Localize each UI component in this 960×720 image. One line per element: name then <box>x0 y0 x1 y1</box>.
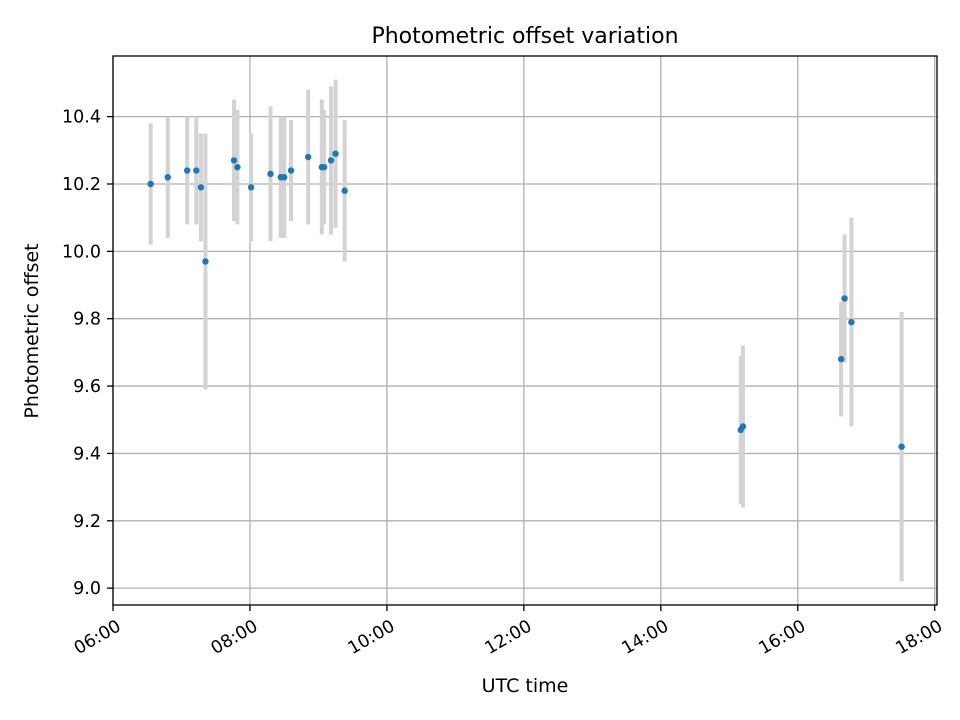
grid-lines <box>112 56 937 605</box>
data-point <box>267 170 274 178</box>
data-point <box>327 157 335 164</box>
data-point <box>247 184 255 191</box>
data-point <box>197 184 205 191</box>
data-point <box>837 355 845 363</box>
data-point <box>164 174 171 181</box>
data-point <box>147 180 154 188</box>
data-point <box>193 167 200 174</box>
data-point <box>841 295 848 302</box>
y-axis-label: Photometric offset <box>21 243 43 418</box>
y-tick-label: 9.6 <box>73 377 101 397</box>
plot-frame <box>112 55 938 606</box>
y-tick-label: 9.0 <box>73 579 101 599</box>
data-point <box>320 163 328 171</box>
data-point <box>332 150 339 157</box>
y-tick-label: 9.8 <box>73 310 101 330</box>
data-point <box>202 258 209 265</box>
data-point <box>898 443 905 450</box>
y-tick-label: 9.4 <box>73 444 101 464</box>
data-point <box>739 423 747 430</box>
data-point <box>230 157 238 164</box>
data-point <box>287 167 295 174</box>
data-point <box>341 187 348 194</box>
x-axis-label: UTC time <box>482 675 569 697</box>
chart-title: Photometric offset variation <box>371 24 678 49</box>
data-point <box>234 163 241 171</box>
data-point <box>280 174 288 181</box>
data-points <box>147 150 905 450</box>
y-tick-label: 10.4 <box>62 108 101 128</box>
y-tick-label: 9.2 <box>73 512 101 532</box>
data-point <box>304 153 312 161</box>
y-tick-label: 10.2 <box>62 175 101 195</box>
y-tick-label: 10.0 <box>62 242 101 262</box>
data-point <box>183 167 191 174</box>
data-point <box>848 318 855 326</box>
